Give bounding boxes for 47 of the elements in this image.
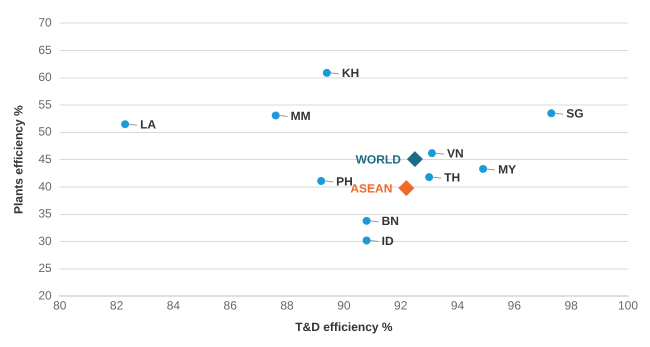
y-tick-label: 55 <box>38 97 52 112</box>
x-tick-label: 90 <box>337 298 351 313</box>
annotation: MY <box>498 162 516 176</box>
y-tick-label: 20 <box>38 288 52 303</box>
annotation: VN <box>446 146 464 160</box>
x-tick-label: 92 <box>394 298 408 313</box>
x-axis-title: T&D efficiency % <box>295 320 393 334</box>
y-tick-label: 25 <box>38 261 52 276</box>
x-tick-label: 86 <box>224 298 238 313</box>
y-tick-label: 30 <box>38 234 52 248</box>
annotation: MM <box>290 108 311 123</box>
y-tick-label: 50 <box>38 124 52 139</box>
point <box>547 109 556 118</box>
annotation: BN <box>382 214 399 228</box>
x-tick-label: 82 <box>110 298 124 313</box>
point <box>317 176 326 185</box>
annotation: LA <box>140 118 156 132</box>
point <box>398 180 414 196</box>
point <box>479 164 488 173</box>
point <box>272 111 280 120</box>
series-label: WORLD <box>356 152 402 166</box>
point <box>362 236 371 245</box>
annotation: SG <box>566 106 584 121</box>
x-tick-label: 84 <box>166 298 180 313</box>
y-tick-label: 70 <box>38 16 52 30</box>
y-tick-label: 35 <box>38 206 52 221</box>
y-tick-label: 40 <box>38 179 52 194</box>
x-tick-label: 98 <box>564 298 578 313</box>
annotation: PH <box>336 174 353 188</box>
point <box>428 149 436 158</box>
x-tick-label: 96 <box>508 298 522 313</box>
point <box>406 151 423 168</box>
annotation: ID <box>382 234 394 248</box>
annotation: TH <box>444 170 460 184</box>
point <box>425 173 434 182</box>
y-tick-label: 45 <box>38 152 52 166</box>
x-tick-label: 100 <box>618 298 638 313</box>
y-tick-label: 65 <box>38 42 52 57</box>
point <box>121 120 130 128</box>
annotation: KH <box>342 66 360 80</box>
point <box>322 68 331 77</box>
x-tick-label: 80 <box>53 298 67 313</box>
point <box>362 216 371 225</box>
x-tick-label: 94 <box>450 298 465 313</box>
y-tick-label: 60 <box>38 70 52 84</box>
x-tick-label: 88 <box>280 298 294 313</box>
y-axis-title: Plants efficiency % <box>12 105 26 214</box>
